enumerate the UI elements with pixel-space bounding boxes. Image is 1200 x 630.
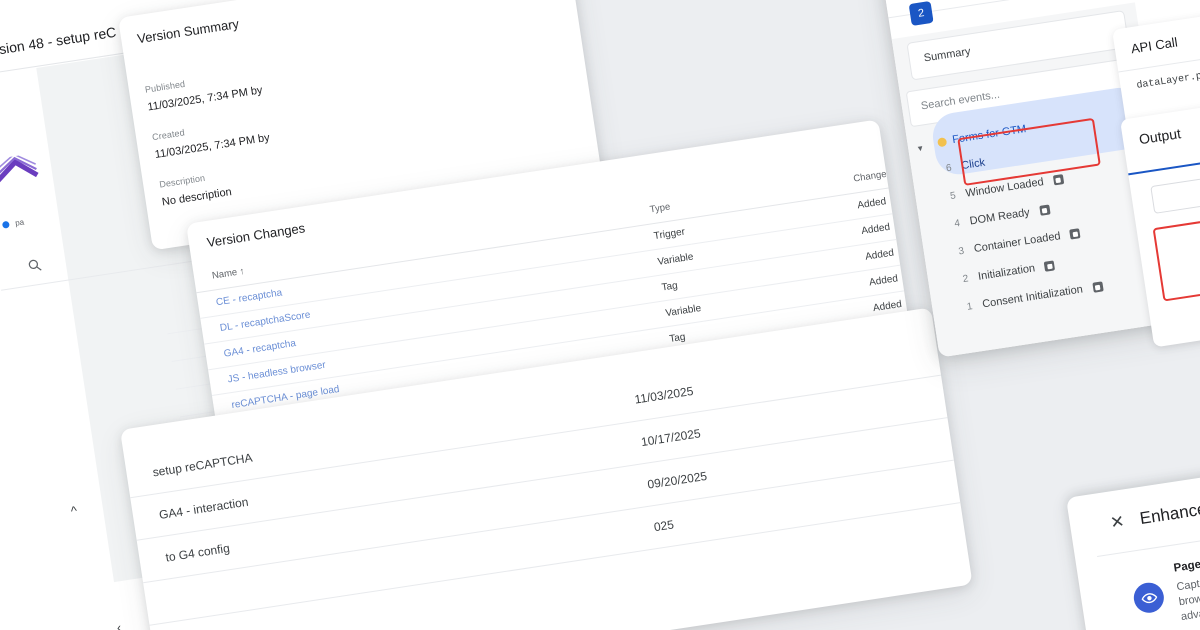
tags-found-badge: 2 — [908, 0, 934, 26]
page-view-title: Page view — [1172, 554, 1200, 575]
tab-summary-label: Summary — [923, 45, 972, 65]
close-icon[interactable]: ✕ — [1108, 511, 1126, 533]
tag-fired-icon — [1044, 260, 1056, 272]
enhanced-measurement-title: Enhance — [1138, 499, 1200, 529]
output-chip[interactable] — [1150, 176, 1200, 214]
enhanced-measurement-card: ✕ Enhance Page view Capture a browser ad… — [1066, 453, 1200, 630]
page-view-description: Capture a browser advanc — [1176, 573, 1200, 625]
account-selector[interactable]: pa — [1, 217, 25, 230]
event-number: 1 — [966, 300, 974, 313]
search-input[interactable] — [0, 204, 328, 291]
description-field: Description No description — [159, 169, 233, 210]
event-name: Initialization — [977, 262, 1036, 283]
page-title: Version 48 - setup reC — [0, 23, 118, 61]
tag-fired-icon — [1091, 281, 1104, 293]
event-number: 2 — [961, 272, 970, 285]
version-changes-title: Version Changes — [205, 220, 307, 250]
purple-chevron-logo-icon — [0, 153, 42, 190]
search-icon — [28, 259, 42, 271]
event-number: 6 — [945, 162, 953, 174]
api-call-title: API Call — [1129, 34, 1179, 57]
version-summary-title: Version Summary — [136, 16, 240, 47]
tag-fired-icon — [1069, 228, 1082, 240]
account-label: pa — [14, 217, 25, 228]
output-active-underline — [1128, 143, 1200, 176]
output-title: Output — [1137, 125, 1182, 148]
chevron-left-icon[interactable]: ‹ — [115, 619, 123, 630]
description-label: Description — [158, 172, 206, 190]
event-number: 4 — [953, 217, 961, 230]
version-detail-window: Version 48 - setup reC pa 1 2 3 4 5 — [0, 0, 631, 630]
published-field: Published 11/03/2025, 7:34 PM by — [144, 67, 263, 115]
chevron-up-icon[interactable]: ^ — [69, 502, 79, 519]
account-status-dot-icon — [1, 220, 10, 229]
tag-fired-icon — [1038, 204, 1051, 216]
tag-fired-icon — [1052, 174, 1065, 186]
description-value: No description — [161, 186, 233, 209]
gold-status-dot-icon — [936, 136, 948, 147]
api-call-code: dataLayer.p — [1135, 71, 1200, 92]
eye-icon — [1131, 580, 1166, 615]
created-field: Created 11/03/2025, 7:34 PM by — [151, 115, 270, 163]
output-highlight-box — [1152, 205, 1200, 302]
event-number: 5 — [949, 189, 957, 202]
event-name: DOM Ready — [968, 206, 1031, 228]
event-number: 3 — [957, 245, 965, 257]
